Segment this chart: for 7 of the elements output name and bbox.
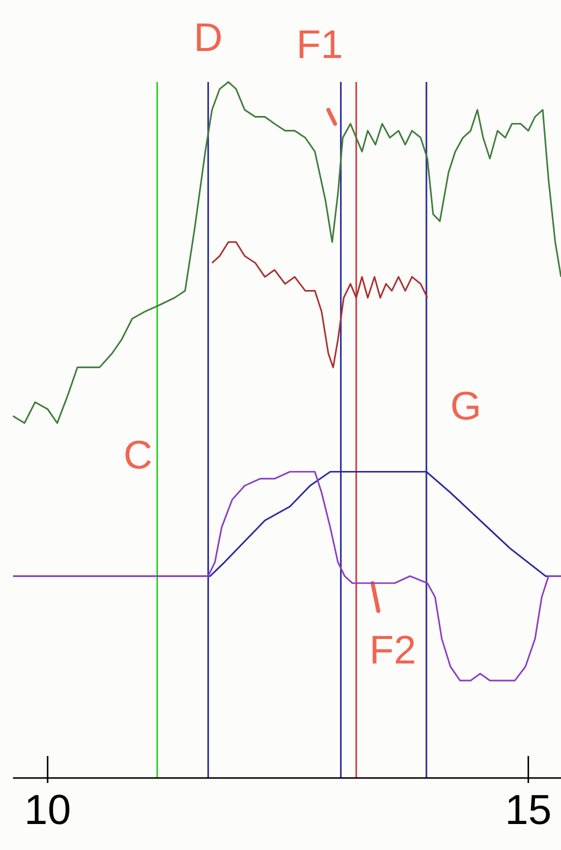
ref-line-label: F1 [296, 22, 344, 67]
x-tick-label: 15 [504, 786, 552, 833]
ref-line-label: D [194, 16, 223, 60]
ref-line-label: G [450, 384, 482, 429]
x-tick-label: 10 [24, 786, 71, 833]
ref-line-label: C [124, 433, 152, 478]
ref-line-label: F2 [369, 628, 416, 672]
